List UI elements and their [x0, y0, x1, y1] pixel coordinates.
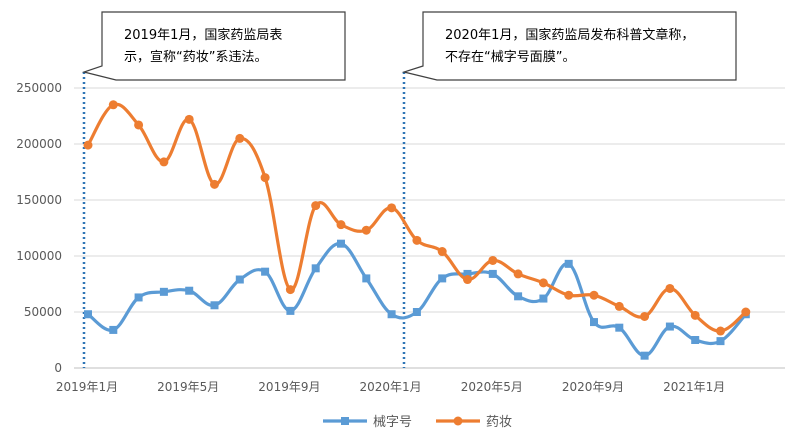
series-line — [87, 242, 748, 358]
legend-label: 械字号 — [373, 415, 412, 430]
data-point — [665, 322, 674, 331]
data-point — [514, 292, 523, 301]
data-point — [108, 100, 118, 110]
callout-line: 2019年1月，国家药监局表 — [124, 27, 282, 43]
callout-box — [401, 11, 737, 81]
data-point — [311, 201, 321, 211]
x-tick-label: 2021年1月 — [663, 380, 725, 394]
data-point — [285, 285, 295, 295]
x-axis: 2019年1月 2019年5月 2019年9月 2020年1月 2020年5月 2020年… — [56, 367, 785, 394]
data-point — [538, 278, 548, 288]
data-point — [412, 235, 422, 245]
data-point — [134, 120, 144, 130]
x-tick-label: 2019年9月 — [258, 380, 320, 394]
data-point — [84, 310, 92, 319]
data-point — [235, 133, 245, 143]
data-point — [412, 308, 421, 316]
data-point — [438, 274, 447, 283]
series-械字号 — [84, 239, 750, 360]
data-point — [564, 259, 573, 268]
annotation-callout: 2020年1月，国家药监局发布科普文章称， 不存在“械字号面膜”。 — [401, 11, 737, 81]
callout-line: 示，宣称“药妆”系违法。 — [124, 49, 267, 65]
x-tick-label: 2020年1月 — [360, 380, 422, 394]
x-tick-label: 2020年9月 — [562, 380, 624, 394]
data-point — [83, 140, 93, 150]
data-point — [615, 323, 624, 332]
callout-line: 不存在“械字号面膜”。 — [445, 50, 575, 65]
data-point — [690, 310, 700, 320]
y-tick-label: 50000 — [24, 305, 62, 319]
legend-item: 药妆 — [436, 415, 512, 430]
data-point — [564, 290, 574, 300]
data-point — [665, 283, 675, 293]
legend: 械字号 药妆 — [323, 415, 512, 430]
series-layer — [83, 100, 751, 360]
legend-label: 药妆 — [486, 415, 512, 430]
legend-marker — [341, 417, 349, 425]
data-point — [337, 239, 345, 248]
data-point — [589, 290, 599, 300]
data-point — [134, 293, 143, 302]
data-point — [159, 287, 168, 296]
data-point — [716, 337, 725, 346]
data-point — [741, 307, 751, 317]
data-point — [311, 264, 320, 273]
data-point — [640, 311, 650, 321]
data-point — [109, 325, 118, 334]
data-point — [513, 269, 523, 279]
data-point — [463, 269, 472, 278]
data-point — [260, 173, 270, 183]
data-point — [235, 275, 244, 284]
y-tick-label: 0 — [54, 361, 62, 375]
data-point — [614, 301, 624, 311]
y-tick-label: 250000 — [16, 81, 62, 95]
legend-marker — [453, 416, 463, 426]
data-point — [463, 275, 472, 285]
data-point — [437, 247, 447, 257]
y-tick-label: 200000 — [16, 137, 62, 151]
series-药妆 — [83, 100, 751, 336]
data-point — [210, 301, 219, 310]
callout-box — [81, 11, 346, 81]
series-line — [86, 102, 747, 333]
data-point — [539, 294, 548, 303]
x-tick-label: 2019年1月 — [56, 380, 118, 394]
y-tick-label: 150000 — [16, 193, 62, 207]
data-point — [286, 306, 295, 315]
data-point — [336, 220, 346, 230]
data-point — [488, 255, 498, 265]
data-point — [361, 225, 371, 235]
data-point — [387, 203, 397, 213]
x-tick-label: 2020年5月 — [461, 380, 523, 394]
x-tick-label: 2019年5月 — [157, 380, 219, 394]
data-point — [488, 269, 497, 278]
data-point — [716, 326, 725, 336]
data-point — [184, 114, 194, 124]
data-point — [640, 351, 649, 360]
data-point — [387, 310, 396, 319]
gridlines — [74, 87, 785, 313]
legend-item: 械字号 — [323, 415, 412, 430]
y-axis: 0 50000 100000 150000 200000 250000 — [16, 81, 62, 375]
data-point — [159, 157, 169, 167]
data-point — [691, 336, 700, 344]
y-tick-label: 100000 — [16, 249, 62, 263]
data-point — [185, 286, 194, 295]
data-point — [210, 179, 219, 189]
callout-line: 2020年1月，国家药监局发布科普文章称， — [445, 27, 694, 43]
data-point — [261, 267, 270, 276]
data-point — [362, 274, 371, 283]
data-point — [590, 318, 598, 327]
